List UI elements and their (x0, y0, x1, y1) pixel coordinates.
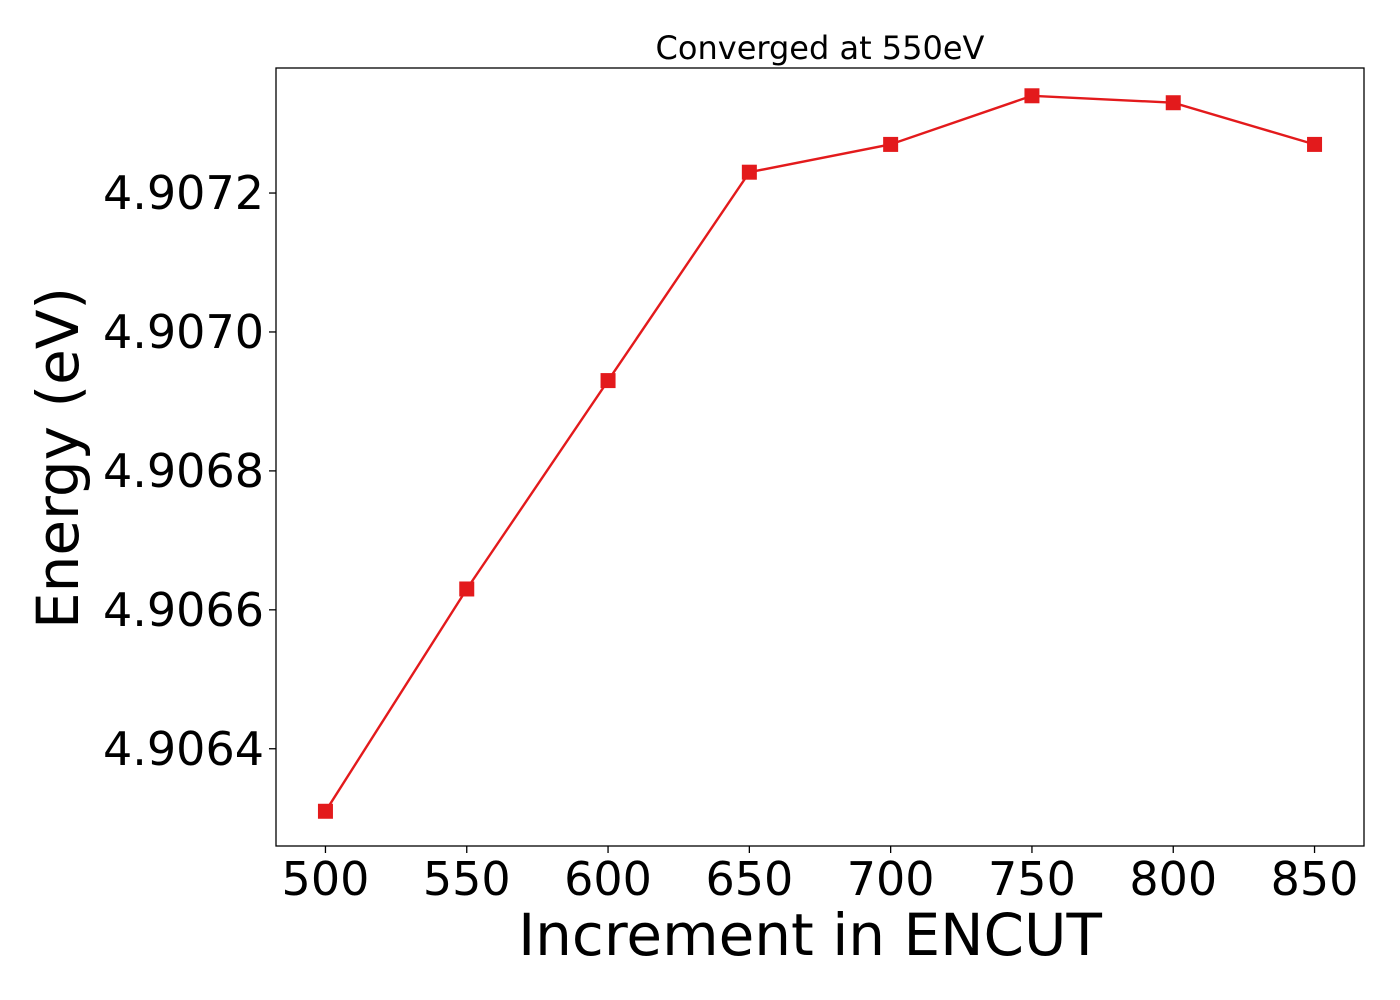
chart-title: Converged at 550eV (656, 29, 985, 67)
x-tick-label: 500 (282, 852, 370, 906)
data-point-marker (459, 581, 475, 597)
y-axis-label: Energy (eV) (24, 287, 92, 629)
data-point-marker (1024, 88, 1040, 104)
data-point-marker (1165, 95, 1181, 111)
x-tick-label: 750 (988, 852, 1076, 906)
data-point-marker (600, 373, 616, 389)
y-tick-label: 4.9066 (103, 583, 264, 637)
data-point-marker (741, 164, 757, 180)
series-markers (317, 88, 1323, 819)
y-axis-ticks: 4.9064 4.9066 4.9068 4.9070 4.9072 (103, 166, 276, 776)
y-tick-label: 4.9072 (103, 166, 264, 220)
data-point-marker (1307, 136, 1323, 152)
x-tick-label: 650 (705, 852, 793, 906)
x-tick-label: 700 (847, 852, 935, 906)
y-tick-label: 4.9064 (103, 722, 264, 776)
plot-area (275, 67, 1365, 847)
x-tick-label: 600 (564, 852, 652, 906)
series-line (324, 94, 1315, 812)
plot-frame (275, 67, 1365, 847)
x-tick-label: 800 (1129, 852, 1217, 906)
data-point-marker (883, 136, 899, 152)
y-tick-label: 4.9068 (103, 444, 264, 498)
x-tick-label: 550 (423, 852, 511, 906)
x-axis-label: Increment in ENCUT (518, 901, 1102, 969)
x-tick-label: 850 (1271, 852, 1359, 906)
x-axis-ticks: 500 550 600 650 700 750 800 850 (282, 846, 1359, 906)
data-point-marker (317, 803, 333, 819)
y-tick-label: 4.9070 (103, 305, 264, 359)
